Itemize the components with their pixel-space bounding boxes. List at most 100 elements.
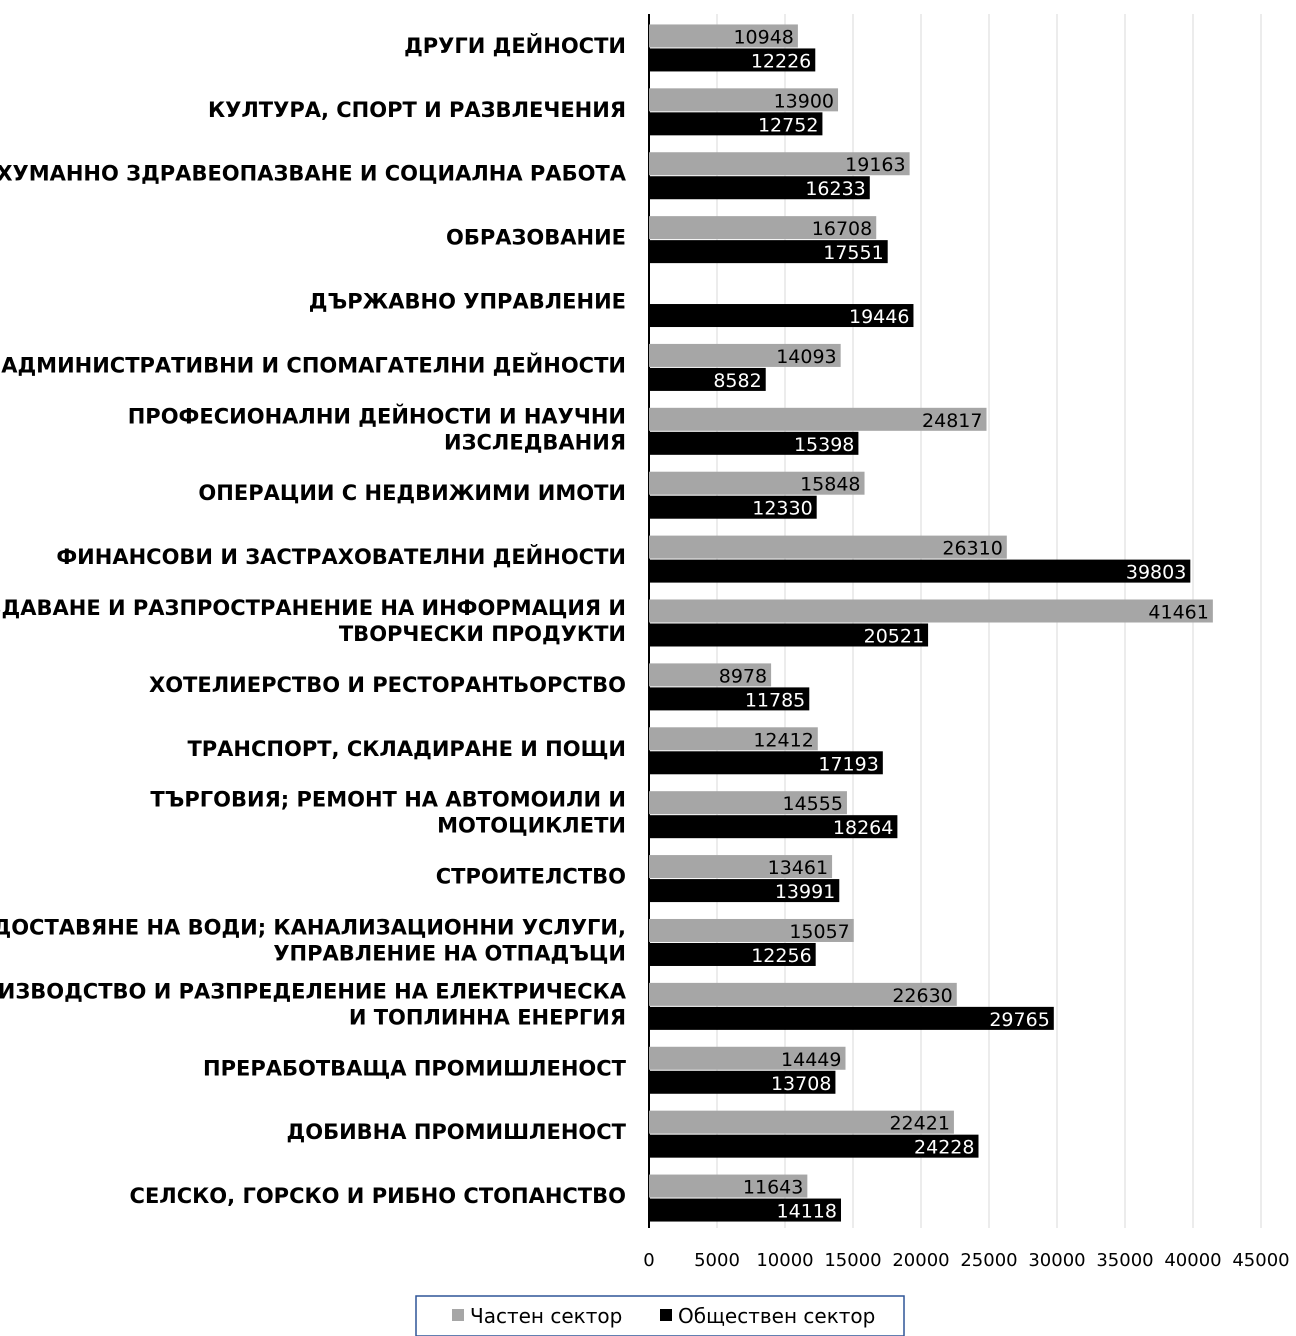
bar-public [649,1006,1054,1030]
bar-value-label: 22421 [889,1113,949,1135]
bar-private [649,1046,846,1070]
bar-public [649,751,883,775]
bar-value-label: 13991 [775,881,835,903]
bar-public [649,431,859,455]
bar-value-label: 20521 [864,626,924,648]
bar-public [649,304,914,328]
bar-value-label: 13900 [774,90,834,112]
bar-value-label: 15398 [794,434,854,456]
x-tick-label: 20000 [892,1250,949,1271]
category-label: СЕЛСКО, ГОРСКО И РИБНО СТОПАНСТВО [130,1184,626,1208]
bar-value-label: 11643 [743,1177,803,1199]
bar-value-label: 41461 [1148,602,1208,624]
bar-private [649,727,818,751]
bar-public [649,623,929,647]
bar-value-label: 26310 [942,538,1002,560]
bar-value-label: 16708 [812,218,872,240]
bar-private [649,343,841,367]
category-label: ДОБИВНА ПРОМИШЛЕНОСТ [287,1120,627,1144]
bar-value-label: 16233 [805,178,865,200]
bar-private [649,407,987,431]
category-label: ХОТЕЛИЕРСТВО И РЕСТОРАНТЬОРСТВО [149,673,626,697]
legend-swatch [452,1309,464,1321]
x-tick-label: 5000 [694,1250,740,1271]
bar-public [649,367,766,391]
bar-value-label: 14093 [776,346,836,368]
category-label: АДМИНИСТРАТИВНИ И СПОМАГАТЕЛНИ ДЕЙНОСТИ [1,352,626,377]
bar-public [649,1198,842,1222]
bar-value-label: 14449 [781,1049,841,1071]
bar-private [649,599,1213,623]
bar-value-label: 29765 [989,1009,1049,1031]
bar-public [649,815,898,839]
bar-private [649,918,854,942]
category-label: ДОСТАВЯНЕ НА ВОДИ; КАНАЛИЗАЦИОННИ УСЛУГИ… [0,915,626,965]
bar-value-label: 14118 [777,1201,837,1223]
category-label: ХУМАННО ЗДРАВЕОПАЗВАНЕ И СОЦИАЛНА РАБОТА [0,162,627,186]
bar-public [649,1070,836,1094]
x-tick-label: 10000 [756,1250,813,1271]
bar-private [649,24,798,48]
bar-value-label: 17551 [823,242,883,264]
bar-value-label: 19446 [849,306,909,328]
bar-private [649,471,865,495]
bar-value-label: 12226 [751,50,811,72]
bar-public [649,559,1191,583]
x-tick-label: 25000 [960,1250,1017,1271]
bar-value-label: 12330 [752,498,812,520]
category-label: ПРОФЕСИОНАЛНИ ДЕЙНОСТИ И НАУЧНИ ИЗСЛЕДВАН… [128,403,626,454]
category-label: СТРОИТЕЛСТВО [436,865,626,889]
bar-value-label: 8978 [719,665,767,687]
bar-value-label: 18264 [833,817,893,839]
legend: Частен сектор Обществен сектор [415,1295,905,1336]
bar-value-label: 12412 [753,729,813,751]
bar-private [649,152,910,176]
category-label: ТЪРГОВИЯ; РЕМОНТ НА АВТОМОИЛИ И МОТОЦИКЛЕ… [150,788,626,838]
category-label: ДРУГИ ДЕЙНОСТИ [404,33,626,58]
bar-value-label: 24817 [922,410,982,432]
bar-private [649,535,1007,559]
category-label: ОБРАЗОВАНИЕ [446,226,626,250]
bar-value-label: 14555 [782,793,842,815]
category-label: КУЛТУРА, СПОРТ И РАЗВЛЕЧЕНИЯ [208,98,626,122]
category-label: ДЪРЖАВНО УПРАВЛЕНИЕ [309,290,626,314]
category-label: ПРЕРАБОТВАЩА ПРОМИШЛЕНОСТ [203,1056,627,1080]
bar-public [649,48,816,72]
bar-private [649,88,839,112]
bar-private [649,663,772,687]
bar-private [649,791,847,815]
x-tick-label: 45000 [1232,1250,1289,1271]
x-axis-tick-labels: 0 5000 10000 15000 20000 25000 30000 35000 40000… [643,1250,1289,1271]
bar-public [649,176,870,200]
category-label: ФИНАНСОВИ И ЗАСТРАХОВАТЕЛНИ ДЕЙНОСТИ [56,544,626,569]
category-label: ОПЕРАЦИИ С НЕДВИЖИМИ ИМОТИ [198,481,626,505]
bar-value-label: 15057 [789,921,849,943]
bar-value-label: 12752 [758,114,818,136]
bar-value-label: 13461 [768,857,828,879]
bar-value-label: 39803 [1126,562,1186,584]
bar-private [649,982,957,1006]
bar-public [649,495,817,519]
bar-value-label: 8582 [713,370,761,392]
bar-value-label: 11785 [745,689,805,711]
legend-label: Частен сектор [470,1304,622,1328]
bar-public [649,879,840,903]
bar-public [649,942,816,966]
bar-public [649,240,888,264]
bar-private [649,1110,954,1134]
x-tick-label: 30000 [1028,1250,1085,1271]
bar-private [649,855,833,879]
x-tick-label: 40000 [1164,1250,1221,1271]
bar-value-label: 19163 [845,154,905,176]
category-label: СЪЗДАВАНЕ И РАЗПРОСТРАНЕНИЕ НА ИНФОРМАЦИ… [0,596,626,646]
bar-public [649,687,810,711]
legend-label: Обществен сектор [678,1304,875,1328]
bar-public [649,1134,979,1158]
bar-value-label: 22630 [892,985,952,1007]
bar-private [649,1174,808,1198]
category-label: ПРОИЗВОДСТВО И РАЗПРЕДЕЛЕНИЕ НА ЕЛЕКТРИЧ… [0,979,627,1029]
bar-public [649,112,823,136]
bar-value-label: 15848 [800,474,860,496]
